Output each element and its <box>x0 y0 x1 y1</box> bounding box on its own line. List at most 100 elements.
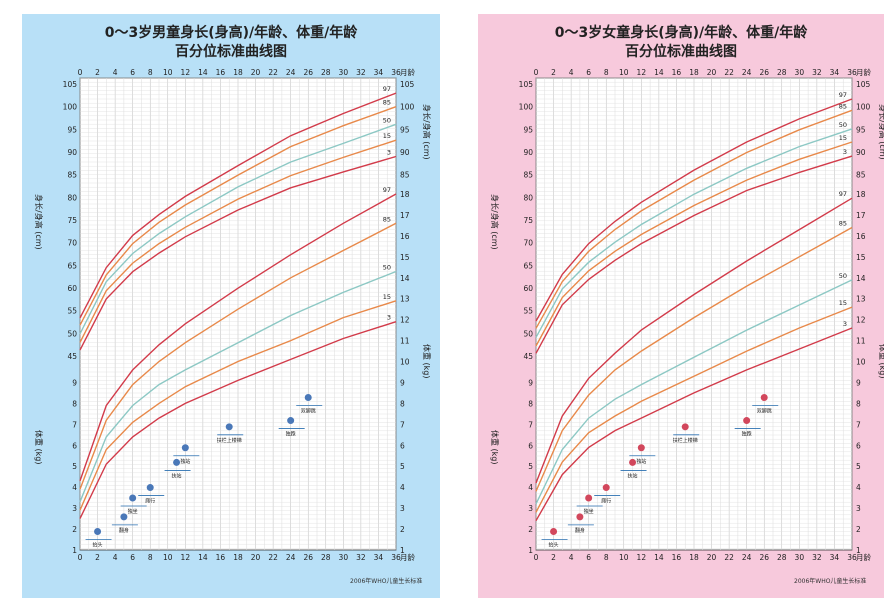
weight-tick-right: 18 <box>400 190 410 199</box>
milestone-label: 独站 <box>636 458 646 465</box>
weight-tick-right: 13 <box>400 295 410 304</box>
weight-tick-right: 14 <box>856 274 866 283</box>
height-tick-right: 95 <box>400 125 410 134</box>
height-p85-line <box>79 106 397 326</box>
x-tick-top: 20 <box>251 68 261 77</box>
x-tick-bottom: 10 <box>163 553 173 562</box>
weight-p3-label: 3 <box>387 314 391 322</box>
x-tick-top: 10 <box>163 68 173 77</box>
x-unit-bottom: 月龄 <box>400 552 415 562</box>
height-tick-right: 105 <box>400 80 415 89</box>
x-tick-top: 18 <box>689 68 699 77</box>
weight-tick-right: 14 <box>400 274 410 283</box>
height-p50-line <box>79 123 397 335</box>
weight-axis-label: 体重 (kg) <box>490 430 500 465</box>
height-tick-right: 100 <box>400 103 415 112</box>
height-tick-left: 55 <box>523 307 533 316</box>
weight-tick-right: 11 <box>856 337 866 346</box>
weight-tick-left: 3 <box>72 504 77 513</box>
x-tick-bottom: 4 <box>113 553 118 562</box>
milestone-figure-icon <box>681 423 689 431</box>
x-tick-bottom: 16 <box>216 553 226 562</box>
x-tick-top: 14 <box>654 68 664 77</box>
x-tick-bottom: 34 <box>830 553 840 562</box>
milestone-label: 独跑 <box>742 431 752 438</box>
weight-tick-left: 6 <box>72 441 77 450</box>
height-tick-left: 105 <box>519 80 534 89</box>
weight-tick-right: 9 <box>856 378 861 387</box>
height-p50-label: 50 <box>383 116 391 124</box>
height-tick-left: 70 <box>523 239 533 248</box>
weight-tick-left: 1 <box>528 546 533 555</box>
x-tick-top: 34 <box>830 68 840 77</box>
x-tick-top: 2 <box>95 68 100 77</box>
height-tick-left: 90 <box>67 148 77 157</box>
weight-p85-line <box>535 226 853 492</box>
weight-tick-left: 1 <box>72 546 77 555</box>
weight-tick-right: 17 <box>400 211 410 220</box>
height-axis-label: 身长/身高 (cm) <box>490 194 500 250</box>
x-tick-bottom: 36 <box>847 553 857 562</box>
x-tick-top: 8 <box>148 68 153 77</box>
height-tick-left: 95 <box>67 125 77 134</box>
x-tick-bottom: 28 <box>321 553 331 562</box>
x-tick-bottom: 26 <box>303 553 313 562</box>
x-tick-bottom: 30 <box>339 553 349 562</box>
weight-p97-line <box>79 193 397 482</box>
x-tick-top: 4 <box>113 68 118 77</box>
height-tick-left: 60 <box>67 284 77 293</box>
height-tick-left: 45 <box>67 352 77 361</box>
weight-tick-left: 2 <box>72 525 77 534</box>
height-p3-label: 3 <box>387 149 391 157</box>
milestone-figure-icon <box>146 484 154 492</box>
weight-tick-left: 8 <box>72 399 77 408</box>
height-p3-label: 3 <box>843 148 847 156</box>
height-tick-left: 90 <box>523 148 533 157</box>
x-tick-top: 24 <box>742 68 752 77</box>
milestone-figure-icon <box>181 444 189 452</box>
weight-p15-line <box>535 306 853 513</box>
x-tick-bottom: 26 <box>759 553 769 562</box>
x-tick-bottom: 22 <box>724 553 734 562</box>
height-p97-label: 97 <box>839 91 847 99</box>
x-tick-bottom: 22 <box>268 553 278 562</box>
weight-tick-right: 2 <box>400 525 405 534</box>
weight-tick-left: 7 <box>528 420 533 429</box>
milestone-label: 抬头 <box>549 542 559 549</box>
height-axis-label-right: 身长/身高 (cm) <box>422 104 432 160</box>
milestone-label: 翻身 <box>575 527 585 534</box>
x-tick-top: 0 <box>78 68 83 77</box>
x-tick-bottom: 4 <box>569 553 574 562</box>
height-p50-label: 50 <box>839 121 847 129</box>
weight-tick-right: 15 <box>400 253 410 262</box>
height-axis-label-right: 身长/身高 (cm) <box>878 104 884 160</box>
height-axis-label: 身长/身高 (cm) <box>34 194 44 250</box>
weight-tick-right: 15 <box>856 253 866 262</box>
milestone-figure-icon <box>576 513 584 521</box>
milestone-figure-icon <box>287 417 295 425</box>
x-tick-bottom: 6 <box>586 553 591 562</box>
milestone-label: 扶栏上楼梯 <box>673 437 698 444</box>
weight-p85-label: 85 <box>839 220 847 228</box>
weight-tick-left: 5 <box>528 462 533 471</box>
weight-tick-left: 3 <box>528 504 533 513</box>
weight-tick-left: 2 <box>528 525 533 534</box>
x-tick-top: 12 <box>181 68 191 77</box>
height-p15-line <box>79 139 397 343</box>
height-tick-left: 75 <box>523 216 533 225</box>
x-tick-bottom: 32 <box>356 553 366 562</box>
height-tick-left: 65 <box>67 261 77 270</box>
milestone-label: 独站 <box>180 458 190 465</box>
height-p15-line <box>535 141 853 347</box>
weight-tick-right: 1 <box>400 546 405 555</box>
milestone-label: 独跑 <box>286 431 296 438</box>
weight-tick-right: 4 <box>856 483 861 492</box>
weight-tick-left: 8 <box>528 399 533 408</box>
milestone-label: 翻身 <box>119 527 129 534</box>
x-tick-bottom: 12 <box>181 553 191 562</box>
weight-tick-right: 7 <box>856 420 861 429</box>
weight-p85-line <box>79 222 397 490</box>
weight-p15-label: 15 <box>383 293 391 301</box>
weight-tick-left: 4 <box>72 483 77 492</box>
weight-tick-left: 6 <box>528 441 533 450</box>
